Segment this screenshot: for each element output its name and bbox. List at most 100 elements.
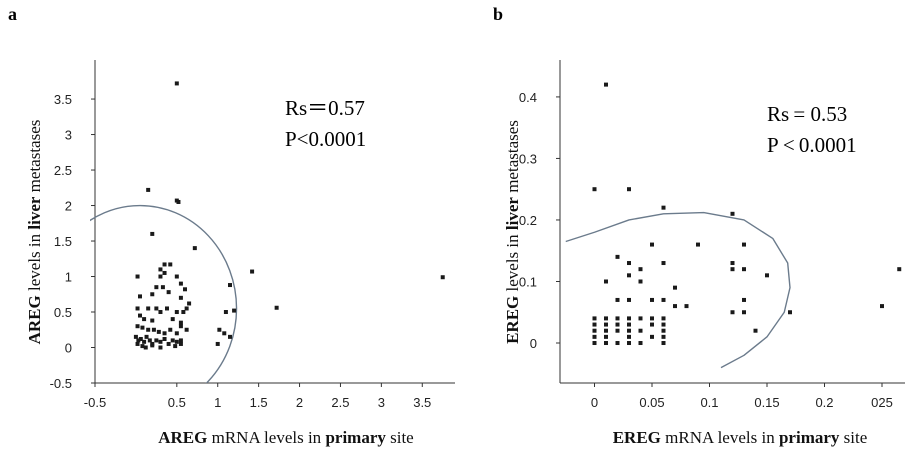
y-tick-label: 2 <box>65 199 72 214</box>
x-axis-label-a-bold: primary <box>325 428 386 447</box>
y-axis-label-b: EREG levels in liver metastases <box>503 120 522 344</box>
data-point <box>661 341 666 346</box>
data-point <box>140 344 145 349</box>
data-point <box>150 231 155 236</box>
data-point <box>232 308 237 313</box>
y-tick-label: 1 <box>65 270 72 285</box>
data-point <box>604 82 608 87</box>
data-point <box>173 344 178 349</box>
gene-name: EREG <box>503 296 522 344</box>
data-point <box>135 341 140 346</box>
density-contour-b <box>565 211 791 369</box>
data-point <box>178 338 183 343</box>
data-point <box>627 328 631 333</box>
y-axis-label-a-bold: liver <box>25 196 44 229</box>
y-tick-label: 1.5 <box>54 234 72 249</box>
data-point <box>136 338 141 343</box>
data-point <box>650 297 654 302</box>
data-point <box>604 279 608 284</box>
data-point <box>615 328 620 333</box>
data-point <box>730 267 735 272</box>
data-point <box>146 306 151 311</box>
data-point <box>650 242 654 247</box>
x-tick-label: -0.5 <box>84 395 106 410</box>
data-point <box>183 287 187 292</box>
data-point <box>638 267 643 272</box>
x-tick-label: 025 <box>871 395 893 410</box>
data-point <box>592 341 597 346</box>
x-axis-label-a-mid: mRNA levels in <box>207 428 325 447</box>
data-point <box>150 318 155 323</box>
data-point <box>627 341 631 346</box>
x-tick-label: 2.5 <box>331 395 349 410</box>
y-axis-label-b-pre: EREG levels in <box>503 230 522 344</box>
data-point <box>638 279 643 284</box>
data-point <box>742 267 746 272</box>
stat-text: P<0.0001 <box>285 127 366 151</box>
data-point <box>615 297 620 302</box>
data-point <box>627 334 631 339</box>
y-tick-label: 0.1 <box>519 274 537 289</box>
stat-text: Rs = 0.53 <box>767 102 847 126</box>
x-tick-label: 0.2 <box>815 395 833 410</box>
data-point <box>170 338 175 343</box>
data-point <box>158 267 163 272</box>
data-point <box>223 310 228 315</box>
data-point <box>158 310 163 315</box>
x-axis-label-b-pre: EREG <box>613 428 661 447</box>
label-text: levels in <box>25 230 44 296</box>
data-point <box>638 316 643 321</box>
data-point <box>174 339 179 344</box>
y-axis-label-a-pre: AREG levels in <box>25 230 44 345</box>
data-point <box>274 305 279 310</box>
data-point <box>215 341 220 346</box>
data-point <box>162 262 167 267</box>
data-point <box>880 304 884 309</box>
x-tick-label: 3.5 <box>413 395 431 410</box>
data-point <box>592 328 597 333</box>
data-point <box>638 328 643 333</box>
x-axis-label-a-pre: AREG <box>158 428 207 447</box>
data-point <box>178 341 183 346</box>
data-point <box>673 304 677 309</box>
data-point <box>217 327 222 332</box>
x-tick-label: 1 <box>214 395 221 410</box>
panel-letter-b: b <box>493 4 503 24</box>
data-point <box>135 274 140 279</box>
data-point <box>174 81 179 86</box>
y-tick-label: 0.5 <box>54 305 72 320</box>
x-tick-label: 0.1 <box>700 395 718 410</box>
y-tick-label: -0.5 <box>50 376 72 391</box>
data-point <box>730 211 735 216</box>
data-point <box>184 327 189 332</box>
data-point <box>146 187 151 192</box>
data-point <box>696 242 700 247</box>
data-point <box>143 345 148 350</box>
data-point <box>140 325 145 330</box>
x-tick-label: 0.15 <box>754 395 779 410</box>
data-point <box>138 294 142 299</box>
data-point <box>730 261 735 266</box>
stat-text: P < 0.0001 <box>767 133 857 157</box>
data-point <box>166 290 171 295</box>
y-tick-label: 0 <box>65 341 72 356</box>
data-point <box>661 334 666 339</box>
data-point <box>650 316 654 321</box>
data-point <box>154 306 159 311</box>
panel-letter-a: a <box>8 4 17 24</box>
data-point <box>730 310 735 315</box>
y-tick-label: 0.2 <box>519 213 537 228</box>
data-point <box>673 285 677 290</box>
data-point <box>250 269 255 274</box>
data-point <box>650 322 654 327</box>
data-point <box>788 310 792 315</box>
y-tick-label: 3.5 <box>54 92 72 107</box>
data-point <box>162 331 167 336</box>
data-point <box>661 322 666 327</box>
data-point <box>627 187 631 192</box>
data-point <box>627 261 631 266</box>
y-tick-label: 0 <box>530 336 537 351</box>
data-point <box>178 281 183 286</box>
data-point <box>661 297 666 302</box>
